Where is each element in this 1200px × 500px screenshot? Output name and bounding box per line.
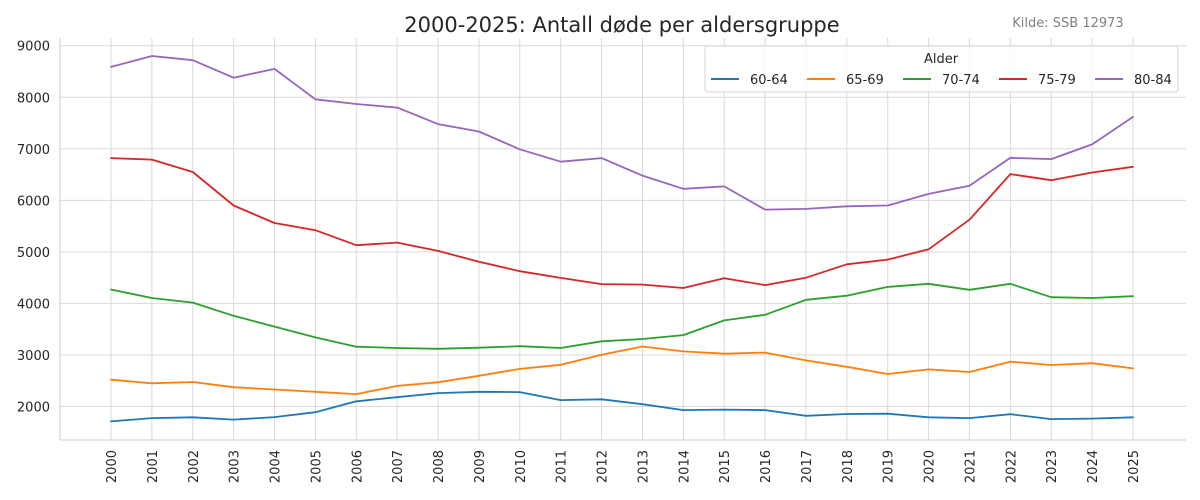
x-tick-label: 2020: [923, 450, 938, 483]
x-tick-label: 2023: [1045, 450, 1060, 483]
x-tick-label: 2025: [1127, 450, 1142, 483]
y-tick-label: 6000: [17, 194, 50, 209]
x-tick-label: 2014: [677, 450, 692, 483]
legend-label: 70-74: [942, 73, 980, 88]
series-line-70-74: [110, 282, 1134, 350]
x-tick-label: 2009: [473, 450, 488, 483]
y-tick-labels: 2000 3000 4000 5000 6000 7000 8000 9000: [17, 40, 50, 416]
y-tick-label: 2000: [17, 401, 50, 416]
series-line-75-79: [110, 157, 1134, 289]
grid: [60, 38, 1186, 440]
y-tick-label: 8000: [17, 91, 50, 106]
x-tick-label: 2024: [1086, 450, 1101, 483]
legend-box: [704, 45, 1179, 93]
x-tick-label: 2003: [228, 450, 243, 483]
x-tick-label: 2021: [963, 450, 978, 483]
legend-label: 60-64: [750, 73, 788, 88]
x-tick-label: 2019: [882, 450, 897, 483]
x-tick-label: 2018: [841, 450, 856, 483]
legend-items: 60-64 65-69 70-74 75-79 80-84: [711, 73, 1172, 88]
chart-title: 2000-2025: Antall døde per aldersgruppe: [404, 13, 839, 37]
x-tick-label: 2015: [718, 450, 733, 483]
series-line-60-64: [110, 390, 1134, 423]
axes: [59, 38, 1186, 441]
y-tick-label: 9000: [17, 40, 50, 55]
x-tick-label: 2017: [800, 450, 815, 483]
y-tick-label: 4000: [17, 297, 50, 312]
x-tick-label: 2001: [146, 450, 161, 483]
series-line-80-84: [110, 55, 1134, 211]
legend-label: 80-84: [1134, 73, 1172, 88]
x-tick-label: 2007: [391, 450, 406, 483]
y-tick-label: 7000: [17, 143, 50, 158]
x-tick-label: 2005: [309, 450, 324, 483]
x-tick-label: 2004: [269, 450, 284, 483]
x-tick-labels: 2000 2001 2002 2003 2004 2005 2006 2007 2008 2009…: [105, 450, 1142, 483]
series-lines: [110, 55, 1134, 423]
x-tick-label: 2006: [350, 450, 365, 483]
y-tick-label: 5000: [17, 246, 50, 261]
x-tick-label: 2016: [759, 450, 774, 483]
x-tick-label: 2012: [596, 450, 611, 483]
legend-label: 65-69: [846, 73, 884, 88]
source-note: Kilde: SSB 12973: [1012, 16, 1123, 31]
series-line-65-69: [110, 345, 1134, 396]
legend: Alder 60-64 65-69 70-74 75-79 80-84: [704, 45, 1179, 93]
x-tick-label: 2022: [1004, 450, 1019, 483]
x-tick-label: 2011: [555, 450, 570, 483]
y-tick-label: 3000: [17, 349, 50, 364]
legend-label: 75-79: [1038, 73, 1076, 88]
x-tick-label: 2002: [187, 450, 202, 483]
x-tick-label: 2000: [105, 450, 120, 483]
x-tick-label: 2008: [432, 450, 447, 483]
x-tick-label: 2010: [514, 450, 529, 483]
legend-title: Alder: [924, 52, 959, 67]
x-tick-label: 2013: [636, 450, 651, 483]
